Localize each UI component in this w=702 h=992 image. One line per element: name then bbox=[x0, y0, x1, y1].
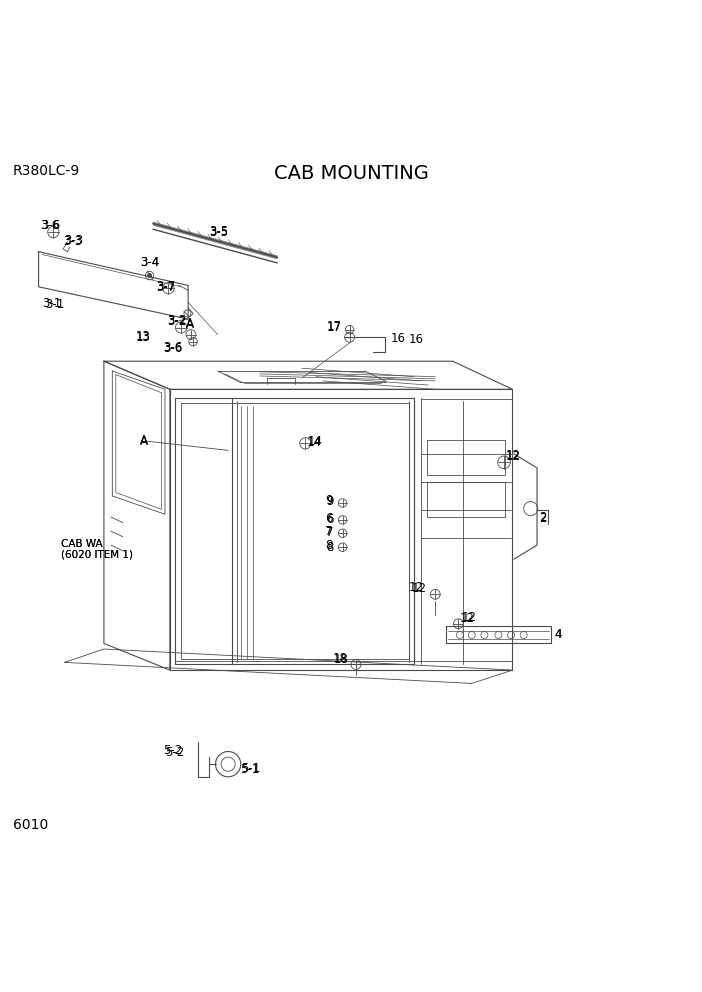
Text: A: A bbox=[186, 317, 194, 330]
Text: 3-6: 3-6 bbox=[164, 342, 183, 355]
Text: 3-5: 3-5 bbox=[209, 225, 228, 238]
Text: 7: 7 bbox=[326, 526, 333, 539]
Text: 16: 16 bbox=[390, 332, 405, 345]
Text: 9: 9 bbox=[325, 494, 333, 508]
Text: 8: 8 bbox=[325, 540, 333, 553]
Text: R380LC-9: R380LC-9 bbox=[13, 164, 80, 178]
Text: 3-6: 3-6 bbox=[40, 219, 59, 232]
Text: 3-1: 3-1 bbox=[42, 298, 61, 310]
Text: 12: 12 bbox=[461, 611, 476, 624]
Text: 3-4: 3-4 bbox=[140, 256, 159, 269]
Text: 3-3: 3-3 bbox=[63, 235, 82, 248]
Text: 18: 18 bbox=[333, 653, 348, 666]
Text: 4: 4 bbox=[554, 629, 562, 642]
Text: 2: 2 bbox=[539, 511, 547, 524]
Text: 12: 12 bbox=[409, 580, 424, 594]
Text: 16: 16 bbox=[409, 333, 423, 346]
Text: 13: 13 bbox=[135, 331, 150, 344]
Text: 3-4: 3-4 bbox=[140, 257, 159, 270]
Circle shape bbox=[147, 274, 152, 278]
Text: 3-2: 3-2 bbox=[167, 314, 186, 327]
Text: 2: 2 bbox=[539, 512, 547, 525]
Text: 3-7: 3-7 bbox=[156, 281, 175, 294]
Text: 3-5: 3-5 bbox=[209, 225, 228, 238]
Text: 6: 6 bbox=[326, 513, 333, 526]
Text: 8: 8 bbox=[326, 541, 333, 554]
Text: 3-6: 3-6 bbox=[163, 341, 182, 354]
Text: 13: 13 bbox=[135, 330, 150, 343]
Text: 12: 12 bbox=[460, 612, 475, 625]
Text: 12: 12 bbox=[505, 448, 520, 462]
Text: 14: 14 bbox=[307, 435, 322, 448]
Text: 5-2: 5-2 bbox=[164, 744, 183, 757]
Text: 7: 7 bbox=[325, 526, 333, 539]
Text: 3-2: 3-2 bbox=[167, 314, 186, 327]
Text: 5-1: 5-1 bbox=[241, 762, 260, 775]
Text: 9: 9 bbox=[326, 495, 333, 508]
Text: 17: 17 bbox=[326, 320, 341, 333]
Text: A: A bbox=[140, 434, 147, 447]
Text: A: A bbox=[140, 434, 147, 447]
Text: 14: 14 bbox=[307, 436, 322, 449]
Text: 3-7: 3-7 bbox=[157, 281, 176, 294]
Text: A: A bbox=[186, 316, 194, 329]
Text: 12: 12 bbox=[505, 450, 520, 463]
Text: 3-6: 3-6 bbox=[41, 218, 60, 231]
Text: 18: 18 bbox=[333, 653, 347, 666]
Text: (6020 ITEM 1): (6020 ITEM 1) bbox=[61, 550, 133, 559]
Text: 4: 4 bbox=[555, 628, 562, 641]
Text: 5-2: 5-2 bbox=[165, 746, 184, 759]
Text: 6010: 6010 bbox=[13, 817, 48, 831]
Text: 3-1: 3-1 bbox=[46, 298, 65, 310]
Text: 6: 6 bbox=[325, 512, 333, 525]
Text: 12: 12 bbox=[412, 582, 427, 595]
Text: 3-3: 3-3 bbox=[65, 234, 84, 247]
Text: 5-1: 5-1 bbox=[240, 763, 259, 777]
Text: (6020 ITEM 1): (6020 ITEM 1) bbox=[61, 550, 133, 559]
Text: CAB MOUNTING: CAB MOUNTING bbox=[274, 164, 428, 183]
Text: 17: 17 bbox=[326, 321, 341, 334]
Text: CAB WA: CAB WA bbox=[61, 539, 102, 549]
Text: CAB WA: CAB WA bbox=[61, 539, 102, 549]
